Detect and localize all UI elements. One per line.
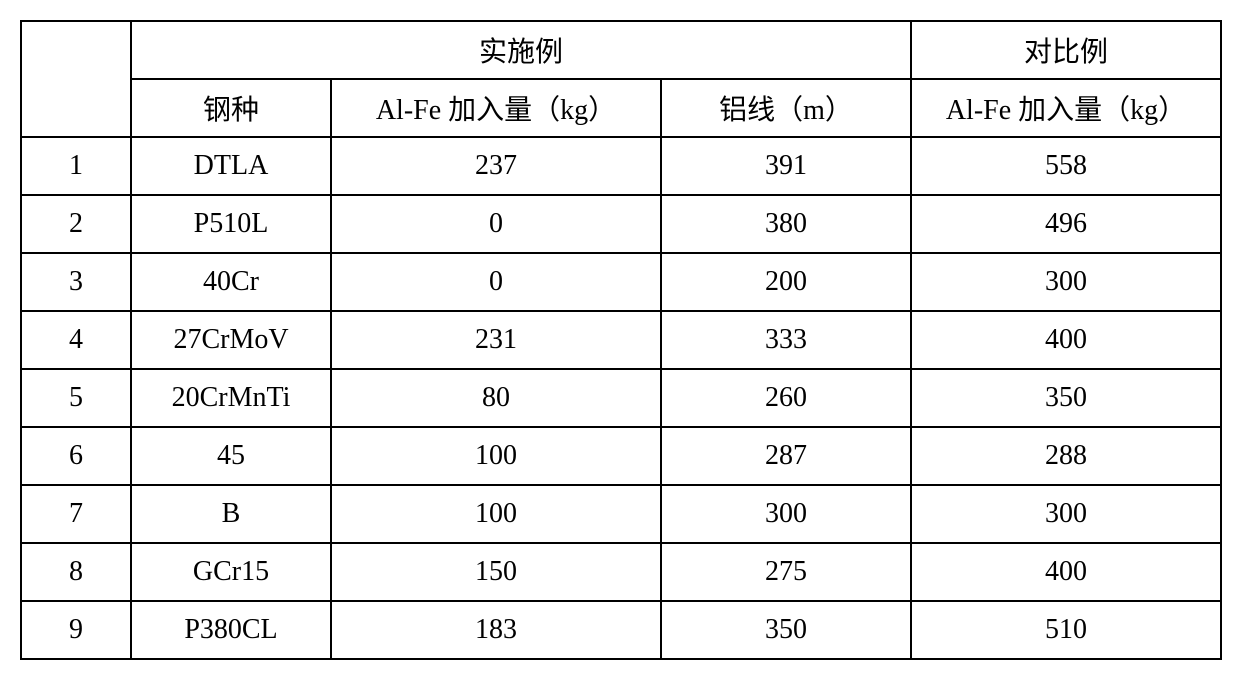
table-row: 8 GCr15 150 275 400 bbox=[21, 543, 1221, 601]
cell-steel: 27CrMoV bbox=[131, 311, 331, 369]
cell-alfe-ex: 80 bbox=[331, 369, 661, 427]
col-steel-type: 钢种 bbox=[131, 79, 331, 137]
cell-alfe-cmp: 510 bbox=[911, 601, 1221, 659]
cell-steel: 20CrMnTi bbox=[131, 369, 331, 427]
cell-alfe-ex: 150 bbox=[331, 543, 661, 601]
cell-alfe-cmp: 400 bbox=[911, 311, 1221, 369]
cell-steel: DTLA bbox=[131, 137, 331, 195]
col-alfe-compare: Al-Fe 加入量（kg） bbox=[911, 79, 1221, 137]
table-container: 实施例 对比例 钢种 Al-Fe 加入量（kg） 铝线（m） Al-Fe 加入量… bbox=[20, 20, 1220, 660]
cell-alfe-cmp: 350 bbox=[911, 369, 1221, 427]
cell-alfe-ex: 183 bbox=[331, 601, 661, 659]
table-row: 3 40Cr 0 200 300 bbox=[21, 253, 1221, 311]
cell-alfe-ex: 100 bbox=[331, 485, 661, 543]
cell-wire: 350 bbox=[661, 601, 911, 659]
col-group-example: 实施例 bbox=[131, 21, 911, 79]
cell-wire: 380 bbox=[661, 195, 911, 253]
cell-wire: 333 bbox=[661, 311, 911, 369]
col-group-compare: 对比例 bbox=[911, 21, 1221, 79]
col-al-wire: 铝线（m） bbox=[661, 79, 911, 137]
col-alfe-example: Al-Fe 加入量（kg） bbox=[331, 79, 661, 137]
col-index-header bbox=[21, 21, 131, 137]
cell-alfe-ex: 231 bbox=[331, 311, 661, 369]
cell-index: 5 bbox=[21, 369, 131, 427]
cell-alfe-cmp: 400 bbox=[911, 543, 1221, 601]
table-body: 1 DTLA 237 391 558 2 P510L 0 380 496 3 4… bbox=[21, 137, 1221, 659]
cell-wire: 275 bbox=[661, 543, 911, 601]
cell-alfe-ex: 237 bbox=[331, 137, 661, 195]
cell-alfe-ex: 100 bbox=[331, 427, 661, 485]
cell-alfe-ex: 0 bbox=[331, 253, 661, 311]
cell-wire: 260 bbox=[661, 369, 911, 427]
table-row: 2 P510L 0 380 496 bbox=[21, 195, 1221, 253]
table-row: 6 45 100 287 288 bbox=[21, 427, 1221, 485]
cell-wire: 287 bbox=[661, 427, 911, 485]
cell-alfe-cmp: 300 bbox=[911, 485, 1221, 543]
cell-wire: 200 bbox=[661, 253, 911, 311]
cell-alfe-cmp: 300 bbox=[911, 253, 1221, 311]
cell-wire: 391 bbox=[661, 137, 911, 195]
cell-alfe-ex: 0 bbox=[331, 195, 661, 253]
cell-steel: GCr15 bbox=[131, 543, 331, 601]
cell-index: 8 bbox=[21, 543, 131, 601]
cell-index: 3 bbox=[21, 253, 131, 311]
table-row: 9 P380CL 183 350 510 bbox=[21, 601, 1221, 659]
header-row-groups: 实施例 对比例 bbox=[21, 21, 1221, 79]
table-row: 7 B 100 300 300 bbox=[21, 485, 1221, 543]
cell-index: 9 bbox=[21, 601, 131, 659]
cell-index: 1 bbox=[21, 137, 131, 195]
cell-alfe-cmp: 558 bbox=[911, 137, 1221, 195]
cell-alfe-cmp: 288 bbox=[911, 427, 1221, 485]
cell-steel: 40Cr bbox=[131, 253, 331, 311]
header-row-columns: 钢种 Al-Fe 加入量（kg） 铝线（m） Al-Fe 加入量（kg） bbox=[21, 79, 1221, 137]
table-row: 4 27CrMoV 231 333 400 bbox=[21, 311, 1221, 369]
table-row: 1 DTLA 237 391 558 bbox=[21, 137, 1221, 195]
table-row: 5 20CrMnTi 80 260 350 bbox=[21, 369, 1221, 427]
cell-steel: P380CL bbox=[131, 601, 331, 659]
cell-steel: B bbox=[131, 485, 331, 543]
cell-steel: P510L bbox=[131, 195, 331, 253]
cell-index: 6 bbox=[21, 427, 131, 485]
cell-index: 2 bbox=[21, 195, 131, 253]
cell-wire: 300 bbox=[661, 485, 911, 543]
cell-steel: 45 bbox=[131, 427, 331, 485]
data-table: 实施例 对比例 钢种 Al-Fe 加入量（kg） 铝线（m） Al-Fe 加入量… bbox=[20, 20, 1222, 660]
cell-index: 4 bbox=[21, 311, 131, 369]
cell-index: 7 bbox=[21, 485, 131, 543]
cell-alfe-cmp: 496 bbox=[911, 195, 1221, 253]
